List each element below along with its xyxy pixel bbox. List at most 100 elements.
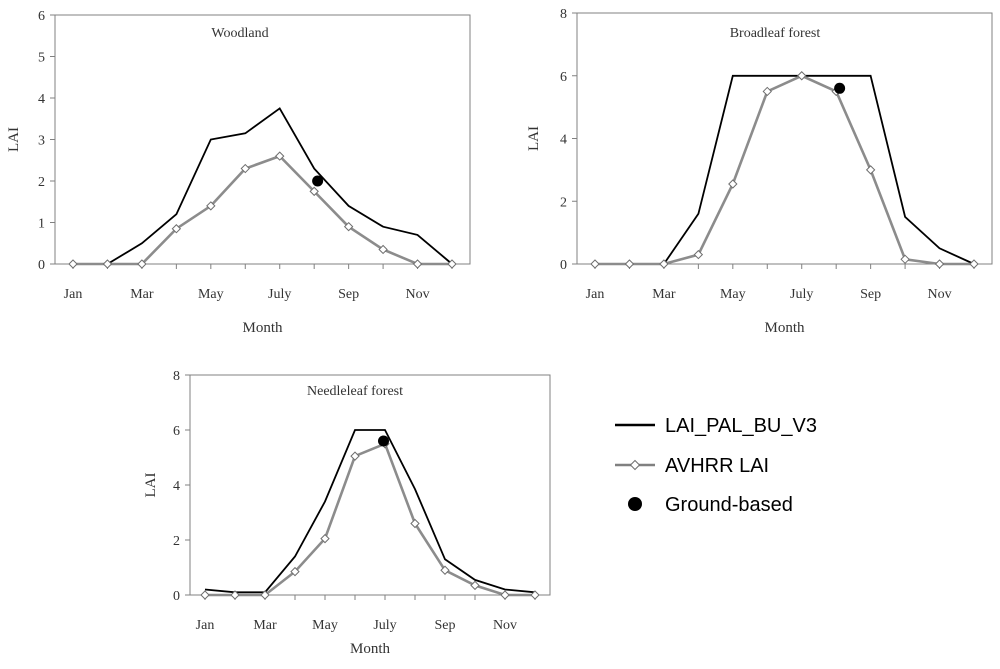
y-axis-label: LAI [143,473,159,498]
avhrr-point [410,518,420,529]
x-tick-label: Jan [586,287,605,302]
legend-swatch-dot [628,497,642,511]
series-line-lai-pal-bu-v3 [204,429,536,594]
legend-item: AVHRR LAI [615,455,769,477]
avhrr-point [934,259,945,269]
avhrr-point [659,259,669,269]
x-tick-label: Sep [435,618,456,633]
y-tick-label: 0 [173,589,180,604]
avhrr-point [171,224,182,234]
avhrr-point [412,259,423,269]
y-tick-label: 4 [173,479,180,494]
avhrr-point [728,179,738,189]
y-tick-label: 2 [173,534,180,549]
x-tick-label: July [268,287,291,302]
series-line-lai-pal-bu-v3 [73,107,453,265]
x-axis-label: Month [764,320,805,336]
avhrr-point [440,565,450,575]
chart-title: Woodland [211,26,268,41]
avhrr-point [230,590,240,600]
y-tick-label: 8 [173,369,180,384]
ground-based-point [834,82,846,94]
chart-title: Needleleaf forest [307,384,403,399]
x-axis-label: Month [350,641,391,657]
y-axis-label: LAI [6,127,22,152]
avhrr-point [470,580,480,591]
x-tick-label: Sep [860,287,881,302]
x-axis-label: Month [242,320,283,336]
x-tick-label: Nov [405,287,429,302]
x-tick-label: Jan [196,618,215,633]
avhrr-point [762,86,772,97]
y-tick-label: 3 [38,134,45,149]
avhrr-point [530,590,540,600]
legend-item: Ground-based [628,494,793,516]
avhrr-point [378,244,388,255]
chart-panel-2: 0 2 4 6 8 Jan Mar May July Sep Nov Broadleaf forest… [526,7,993,336]
x-tick-label: Jan [64,287,83,302]
x-tick-label: May [198,287,224,302]
series-line-avhrr-lai [205,442,535,597]
legend-label: AVHRR LAI [665,455,769,477]
y-tick-label: 1 [38,217,45,232]
y-tick-label: 5 [38,51,45,66]
x-tick-label: May [720,287,746,302]
x-tick-label: Mar [253,618,277,633]
x-tick-label: Mar [652,287,676,302]
y-tick-label: 8 [560,7,567,22]
avhrr-point [447,259,457,269]
series-line-lai-pal-bu-v3 [595,74,975,265]
y-tick-label: 0 [38,258,45,273]
avhrr-point [137,259,147,269]
avhrr-point [865,165,876,175]
ground-based-point [312,175,324,187]
chart-panels: 0 1 2 3 4 5 6 Jan Mar May July Sep Nov Woodland Month L… [6,7,993,657]
x-tick-label: Mar [130,287,154,302]
x-tick-label: Sep [338,287,359,302]
avhrr-point [343,221,354,232]
avhrr-point [797,71,807,81]
avhrr-point [102,259,113,269]
y-tick-label: 6 [38,9,45,24]
avhrr-point [590,259,600,269]
legend-label: Ground-based [665,494,793,516]
avhrr-point [275,151,285,161]
y-tick-label: 6 [173,424,180,439]
series-line-avhrr-lai [73,154,452,266]
legend-label: LAI_PAL_BU_V3 [665,415,817,437]
avhrr-point [68,259,78,269]
y-tick-label: 4 [560,133,567,148]
ground-based-point [378,435,389,447]
avhrr-point [624,259,635,269]
avhrr-point [320,533,330,544]
avhrr-point [969,259,979,269]
avhrr-point [260,590,270,600]
avhrr-point [200,590,210,600]
y-tick-label: 0 [560,258,567,273]
plot-frame [189,374,551,596]
chart-panel-1: 0 1 2 3 4 5 6 Jan Mar May July Sep Nov Woodland Month L… [6,9,471,336]
legend: LAI_PAL_BU_V3 AVHRR LAI Ground-based [615,415,817,516]
avhrr-point [240,163,250,174]
y-tick-label: 2 [38,175,45,190]
x-tick-label: Nov [493,618,517,633]
legend-item: LAI_PAL_BU_V3 [615,415,817,437]
avhrr-point [900,254,910,265]
x-tick-label: July [790,287,813,302]
y-tick-label: 2 [560,195,567,210]
avhrr-point [350,451,360,461]
avhrr-point [693,249,704,260]
y-axis-label: LAI [526,126,542,151]
plot-frame [54,14,471,265]
x-tick-label: May [312,618,338,633]
avhrr-point [206,201,216,211]
series-line-avhrr-lai [595,74,974,266]
y-tick-label: 4 [38,92,45,107]
x-tick-label: Nov [927,287,951,302]
legend-swatch-marker [629,459,641,471]
plot-frame [576,12,993,265]
x-tick-label: July [373,618,396,633]
avhrr-point [500,590,510,600]
chart-panel-3: 0 2 4 6 8 Jan Mar May July Sep Nov Needleleaf fores… [143,369,551,657]
